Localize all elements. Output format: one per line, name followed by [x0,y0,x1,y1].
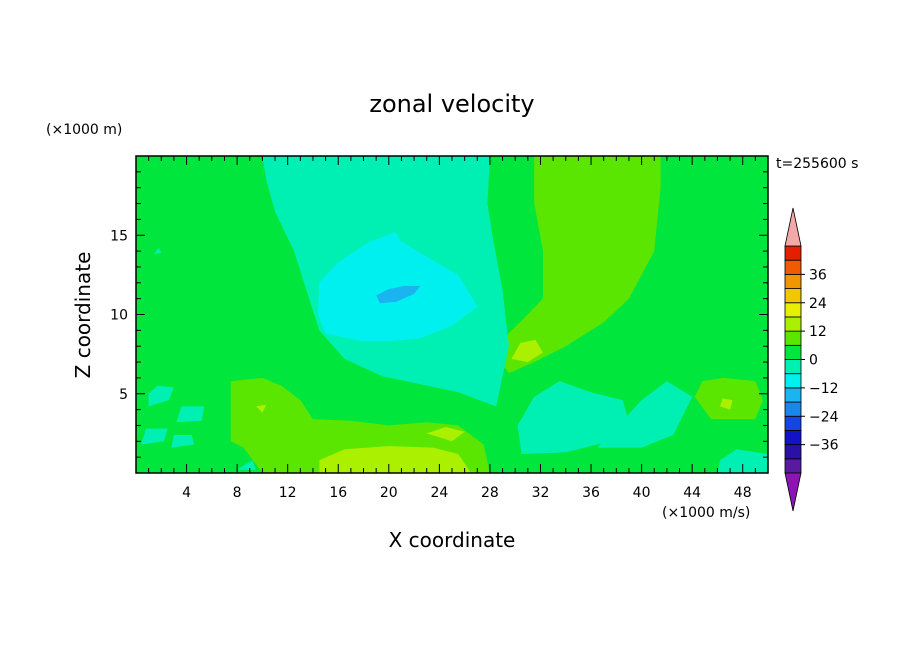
field-region-14 [717,449,768,473]
colorbar-segment-11 [784,302,802,318]
x-tick-label-48: 48 [734,485,752,501]
y-tick-label-5: 5 [119,387,128,403]
colorbar-segment-1 [784,444,802,460]
x-tick-label-28: 28 [481,485,499,501]
x-tick-label-4: 4 [182,485,191,501]
field-region-7 [426,427,465,442]
y-axis-label: Z coordinate [71,252,95,379]
y-tick-label-15: 15 [110,228,128,244]
field-region-3 [694,377,763,420]
colorbar-tick-label-1: 24 [809,296,827,312]
y-tick-label-10: 10 [110,308,128,324]
colorbar-segment-14 [784,259,802,275]
colorbar-tick-label-6: −36 [809,438,839,454]
colorbar-segment-0 [784,458,802,474]
field-region-15 [148,385,174,407]
colorbar-tick-label-3: 0 [809,353,818,369]
colorbar-segment-12 [784,288,802,304]
field-region-4 [720,398,733,410]
colorbar: 36 24 12 0 −12 −24 −36 [784,207,839,512]
field-region-11 [376,286,421,304]
x-tick-label-8: 8 [233,485,242,501]
colorbar-segment-5 [784,387,802,403]
colorbar-segment-15 [784,245,802,261]
x-tick-label-32: 32 [532,485,550,501]
colorbar-segment-10 [784,316,802,332]
colorbar-under-arrow [784,472,802,512]
x-tick-label-20: 20 [380,485,398,501]
colorbar-segment-6 [784,373,802,389]
field-region-18 [171,435,195,448]
time-label: t=255600 s [776,156,858,172]
field-region-17 [141,428,168,445]
x-tick-label-44: 44 [683,485,701,501]
field-region-20 [153,247,162,255]
field-region-1 [500,156,661,374]
colorbar-tick-label-4: −12 [809,381,839,397]
field-region-8 [256,404,267,413]
x-axis-label: X coordinate [389,528,516,552]
x-tick-label-16: 16 [329,485,347,501]
colorbar-segment-13 [784,273,802,289]
x-tick-label-36: 36 [582,485,600,501]
colorbar-tick-label-2: 12 [809,324,827,340]
field-region-19 [237,460,257,470]
field-region-2 [511,339,543,363]
y-unit-label: (×1000 m) [46,122,122,138]
field-region-13 [597,381,693,448]
colorbar-tick-label-0: 36 [809,267,827,283]
colorbar-over-arrow [784,207,802,247]
field-region-12 [517,381,629,454]
field-region-6 [319,446,471,473]
colorbar-segment-7 [784,359,802,375]
x-unit-label: (×1000 m/s) [662,505,750,521]
chart-title: zonal velocity [369,90,534,118]
x-tick-label-40: 40 [633,485,651,501]
field-region-10 [318,232,478,342]
colorbar-segment-3 [784,415,802,431]
field-region-16 [176,406,205,423]
x-tick-label-12: 12 [279,485,297,501]
colorbar-segment-8 [784,344,802,360]
colorbar-segment-4 [784,401,802,417]
contour-field [136,156,768,473]
colorbar-segment-2 [784,430,802,446]
colorbar-segment-9 [784,330,802,346]
colorbar-tick-label-5: −24 [809,409,839,425]
x-tick-label-24: 24 [430,485,448,501]
